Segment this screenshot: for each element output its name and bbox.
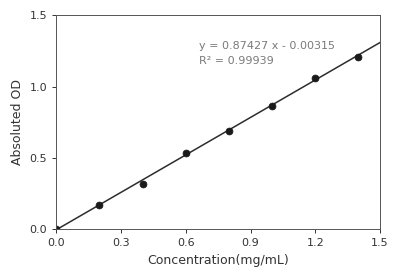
- Point: [269, 104, 275, 108]
- Point: [355, 54, 362, 59]
- Y-axis label: Absoluted OD: Absoluted OD: [11, 79, 24, 165]
- Point: [140, 181, 146, 186]
- Point: [226, 128, 232, 133]
- Point: [312, 76, 318, 80]
- Text: y = 0.87427 x - 0.00315
R² = 0.99939: y = 0.87427 x - 0.00315 R² = 0.99939: [199, 41, 335, 66]
- Point: [53, 227, 60, 232]
- X-axis label: Concentration(mg/mL): Concentration(mg/mL): [147, 254, 289, 267]
- Point: [96, 203, 103, 207]
- Point: [183, 151, 189, 155]
